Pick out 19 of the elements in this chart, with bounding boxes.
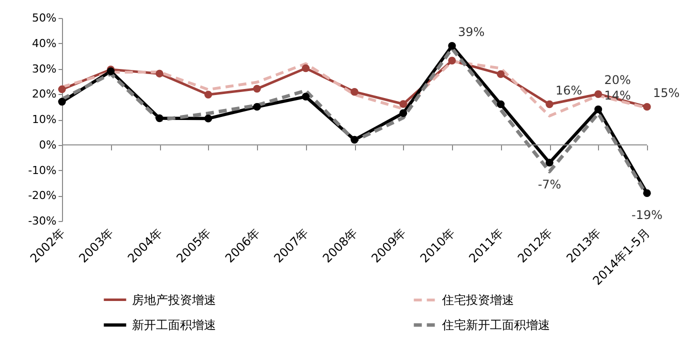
y-tick-label: 10% xyxy=(32,113,56,126)
legend-label: 新开工面积增速 xyxy=(132,318,216,332)
y-tick-label: -20% xyxy=(28,189,56,202)
legend-label: 房地产投资增速 xyxy=(132,292,216,307)
data-label: -7% xyxy=(538,178,562,192)
data-label: 15% xyxy=(653,86,680,100)
y-tick-label: 50% xyxy=(32,12,56,24)
y-tick-label: 30% xyxy=(32,62,56,76)
data-label: 20% xyxy=(604,73,631,88)
data-label: 16% xyxy=(556,83,582,98)
y-tick-label: 40% xyxy=(32,36,56,50)
y-tick-label: -10% xyxy=(28,164,56,177)
legend-label: 住宅投资增速 xyxy=(441,293,514,307)
data-label: -19% xyxy=(631,208,663,222)
y-tick-label: 20% xyxy=(32,88,56,101)
legend-label: 住宅新开工面积增速 xyxy=(441,318,550,332)
y-tick-label: -30% xyxy=(28,214,56,228)
data-label: 39% xyxy=(458,24,485,39)
y-tick-label: 0% xyxy=(39,138,56,152)
